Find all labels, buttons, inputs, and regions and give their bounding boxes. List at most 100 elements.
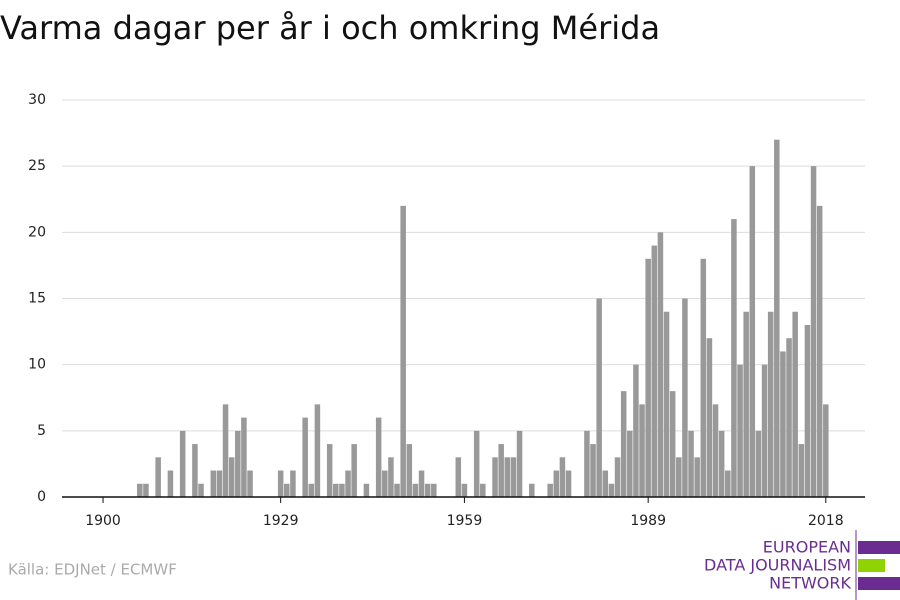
bar — [712, 404, 719, 497]
bar — [731, 219, 737, 497]
bar — [388, 457, 394, 497]
bar — [584, 430, 590, 497]
y-tick-label: 25 — [28, 158, 46, 174]
bar — [627, 430, 633, 497]
bar — [192, 444, 198, 497]
bar — [694, 457, 700, 497]
bar — [823, 404, 829, 497]
bar — [590, 444, 596, 497]
y-tick-label: 10 — [28, 357, 46, 373]
bar — [718, 430, 725, 497]
y-tick-label: 5 — [37, 423, 46, 439]
y-tick-label: 20 — [28, 224, 46, 240]
bar — [314, 404, 321, 497]
bar — [284, 483, 290, 497]
bar — [669, 391, 676, 497]
bar — [179, 430, 186, 497]
bar — [553, 470, 560, 497]
bar — [455, 457, 462, 497]
bar — [400, 205, 406, 497]
bar — [749, 166, 756, 497]
bar — [473, 430, 480, 497]
x-tick-label: 1959 — [447, 513, 483, 529]
bar — [651, 245, 658, 497]
x-tick-label: 1929 — [263, 513, 299, 529]
bar — [412, 483, 419, 497]
bar — [516, 430, 523, 497]
bar — [614, 457, 621, 497]
bar — [786, 338, 792, 497]
y-tick-label: 30 — [28, 92, 46, 108]
bar — [559, 457, 566, 497]
bar — [767, 311, 774, 497]
bar — [333, 483, 339, 497]
bar — [706, 338, 713, 497]
bar — [633, 364, 639, 497]
x-tick-label: 1900 — [85, 513, 121, 529]
bar — [418, 470, 425, 497]
bar — [620, 391, 627, 497]
logo-bar — [858, 559, 885, 572]
bar — [657, 232, 664, 498]
bar — [228, 457, 235, 497]
bar — [290, 470, 296, 497]
bar — [137, 483, 143, 497]
bar — [725, 470, 731, 497]
bar — [688, 430, 694, 497]
bar — [700, 258, 707, 497]
logo-text: DATA JOURNALISM — [704, 556, 851, 575]
bar — [198, 483, 204, 497]
bar — [804, 324, 811, 497]
x-tick-label: 1989 — [630, 513, 666, 529]
bar — [394, 483, 400, 497]
bar — [602, 470, 609, 497]
bar — [277, 470, 284, 497]
logo-text: EUROPEAN — [763, 538, 851, 557]
source: Källa: EDJNet / ECMWF — [8, 561, 177, 579]
bar — [431, 483, 437, 497]
bar — [639, 404, 645, 497]
bar — [492, 457, 498, 497]
bar — [351, 444, 357, 497]
bar — [424, 483, 431, 497]
logo-bar — [858, 577, 900, 590]
bar — [504, 457, 511, 497]
bar — [596, 298, 602, 497]
bar — [682, 298, 688, 497]
x-tick-label: 2018 — [808, 513, 844, 529]
bar — [363, 483, 370, 497]
bar — [792, 311, 798, 497]
bar — [780, 351, 786, 497]
bar — [743, 311, 749, 497]
bar — [247, 470, 253, 497]
chart-title: Varma dagar per år i och omkring Mérida — [0, 9, 660, 47]
bar — [375, 417, 382, 497]
bar — [210, 470, 217, 497]
bar — [547, 483, 553, 497]
bar — [608, 483, 615, 497]
bar — [345, 470, 351, 497]
y-tick-label: 15 — [28, 291, 46, 307]
bar — [774, 139, 780, 497]
bar — [676, 457, 682, 497]
bar — [798, 444, 805, 497]
bar — [565, 470, 572, 497]
bar — [326, 444, 333, 497]
bar — [235, 430, 241, 497]
bar — [498, 444, 504, 497]
bar — [480, 483, 486, 497]
logo-text: NETWORK — [769, 574, 851, 593]
bar — [155, 457, 161, 497]
bar — [216, 470, 223, 497]
bar — [529, 483, 535, 497]
bar — [382, 470, 388, 497]
bar — [761, 364, 768, 497]
bar — [510, 457, 517, 497]
bar — [167, 470, 174, 497]
bar — [737, 364, 743, 497]
bar — [816, 205, 823, 497]
bar — [308, 483, 315, 497]
bar — [810, 166, 817, 497]
bar — [143, 483, 149, 497]
